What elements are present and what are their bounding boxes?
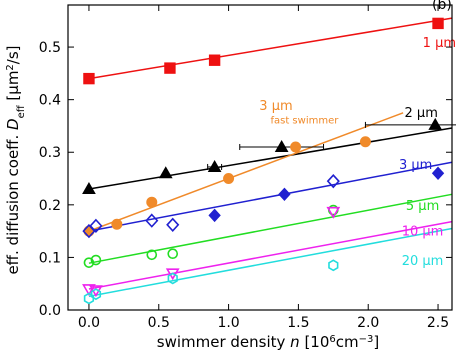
fit-line (88, 161, 453, 232)
series-sublabel: fast swimmer (270, 115, 339, 126)
y-tick-label: 0.4 (39, 93, 61, 109)
x-tick-label: 0.0 (78, 315, 100, 331)
data-point-diamond (166, 217, 180, 232)
series-label: 3 μm (399, 158, 432, 173)
fit-line (88, 17, 453, 80)
data-point-circle (111, 218, 123, 230)
data-point-triangle (82, 182, 96, 195)
series-label: 1 μm (423, 36, 456, 51)
data-point-hexagon (83, 292, 95, 305)
data-point-circle (359, 136, 371, 148)
data-point-circle-open (83, 257, 95, 268)
x-tick-label: 2.0 (357, 315, 379, 331)
data-point-circle (223, 173, 235, 185)
data-point-diamond (145, 213, 159, 228)
data-point-circle-open (167, 248, 179, 260)
data-markers (82, 17, 445, 305)
data-point-diamond (89, 218, 103, 234)
series-label: 20 μm (402, 254, 444, 269)
data-point-hexagon (90, 288, 102, 301)
fit-line (88, 220, 453, 290)
x-tick-label: 2.5 (427, 315, 449, 331)
data-point-diamond (208, 208, 221, 223)
fit-line (88, 127, 453, 190)
data-point-triangle (274, 139, 289, 152)
x-axis-ticks: 0.0 0.5 1.0 1.5 2.0 2.5 (78, 5, 449, 331)
data-point-square (432, 17, 444, 30)
panel-label: (b) (432, 0, 452, 13)
data-point-square (208, 54, 221, 66)
data-point-triangle-down (165, 268, 180, 281)
fit-line (88, 112, 404, 232)
data-point-circle (146, 196, 158, 208)
y-tick-label: 0.5 (39, 40, 61, 56)
data-point-triangle (428, 117, 443, 130)
data-point-circle-open (90, 254, 102, 266)
data-point-diamond (278, 187, 291, 202)
data-point-triangle (158, 166, 173, 179)
data-point-triangle (207, 159, 222, 172)
series-label: 5 μm (406, 199, 439, 214)
fit-lines (88, 17, 453, 298)
y-axis-title: eff. diffusion coeff. Deff [μm2/s] (4, 45, 27, 274)
x-tick-label: 1.5 (287, 315, 309, 331)
y-axis-ticks: 0.0 0.1 0.2 0.3 0.4 0.5 (39, 40, 452, 319)
plot-frame (67, 4, 453, 311)
data-point-circle-open (146, 249, 158, 261)
fit-line (88, 227, 453, 298)
series-label: 2 μm (405, 106, 438, 121)
data-point-hexagon (167, 272, 178, 285)
fit-line (88, 193, 453, 264)
data-point-hexagon (328, 259, 339, 272)
y-tick-label: 0.0 (39, 303, 61, 319)
data-point-square (83, 72, 95, 85)
x-tick-label: 1.0 (217, 315, 239, 331)
y-tick-label: 0.3 (39, 145, 61, 161)
data-point-square (164, 62, 176, 74)
series-label: 10 μm (402, 224, 444, 239)
data-point-diamond (431, 166, 445, 181)
x-tick-label: 0.5 (148, 315, 170, 331)
x-axis-title: swimmer density n [106cm−3] (157, 333, 379, 351)
data-point-circle (290, 141, 302, 153)
series-label: 3 μm (259, 99, 292, 114)
y-tick-label: 0.2 (39, 198, 61, 214)
data-point-diamond (326, 173, 340, 189)
y-tick-label: 0.1 (39, 250, 61, 266)
data-point-triangle-down (326, 206, 341, 219)
